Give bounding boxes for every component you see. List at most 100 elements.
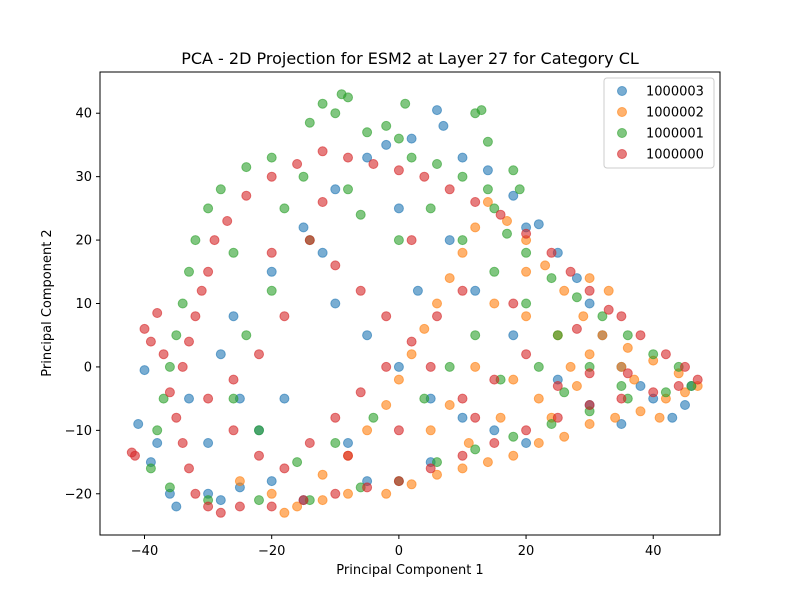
y-axis-ticks: −20 −10 0 10 20 30 40 bbox=[65, 107, 100, 502]
data-point bbox=[241, 330, 252, 341]
data-point bbox=[164, 387, 175, 398]
data-point bbox=[228, 311, 239, 322]
data-point bbox=[463, 438, 474, 448]
data-point bbox=[130, 450, 140, 461]
data-point bbox=[330, 488, 341, 499]
data-point bbox=[508, 431, 519, 442]
data-point bbox=[425, 425, 436, 436]
data-point bbox=[298, 495, 309, 506]
data-point bbox=[667, 412, 678, 423]
data-point bbox=[304, 438, 315, 448]
data-point bbox=[412, 285, 423, 296]
data-point bbox=[622, 330, 633, 341]
data-point bbox=[508, 374, 519, 385]
data-point bbox=[616, 311, 627, 322]
data-point bbox=[254, 450, 264, 461]
data-point bbox=[444, 235, 455, 246]
data-point bbox=[152, 308, 163, 318]
data-point bbox=[521, 311, 532, 322]
data-point bbox=[559, 285, 570, 296]
points-layer bbox=[126, 89, 703, 518]
data-point bbox=[343, 488, 353, 499]
data-point bbox=[571, 323, 582, 334]
data-point bbox=[196, 285, 207, 296]
data-point bbox=[508, 190, 519, 201]
data-point bbox=[393, 476, 404, 487]
data-point bbox=[470, 444, 481, 455]
data-point bbox=[546, 273, 557, 284]
data-point bbox=[610, 412, 621, 423]
data-point bbox=[304, 117, 315, 128]
data-point bbox=[521, 425, 532, 436]
data-point bbox=[425, 463, 436, 474]
data-point bbox=[584, 298, 595, 309]
data-point bbox=[317, 495, 328, 506]
data-point bbox=[533, 219, 544, 230]
data-point bbox=[508, 450, 519, 461]
data-point bbox=[292, 457, 303, 468]
data-point bbox=[266, 152, 277, 163]
data-point bbox=[228, 393, 239, 404]
data-point bbox=[444, 361, 455, 372]
data-point bbox=[502, 216, 512, 226]
data-point bbox=[266, 501, 277, 512]
data-point bbox=[457, 247, 468, 258]
data-point bbox=[368, 412, 379, 423]
data-point bbox=[419, 393, 430, 404]
data-point bbox=[425, 361, 436, 372]
data-point bbox=[597, 311, 608, 322]
data-point bbox=[393, 425, 404, 436]
data-point bbox=[406, 336, 417, 347]
data-point bbox=[139, 323, 150, 334]
data-point bbox=[635, 406, 646, 417]
data-point bbox=[184, 336, 194, 347]
data-point bbox=[406, 235, 417, 246]
data-point bbox=[489, 266, 500, 277]
data-point bbox=[616, 393, 627, 404]
series-3 bbox=[126, 146, 703, 518]
data-point bbox=[546, 247, 557, 258]
data-point bbox=[266, 171, 277, 182]
data-point bbox=[266, 266, 277, 277]
data-point bbox=[266, 488, 277, 499]
data-point bbox=[215, 495, 226, 506]
data-point bbox=[228, 425, 239, 436]
data-point bbox=[425, 203, 436, 214]
data-point bbox=[476, 105, 487, 116]
data-point bbox=[603, 285, 614, 296]
data-point bbox=[648, 387, 659, 398]
legend-marker bbox=[617, 149, 627, 159]
data-point bbox=[279, 203, 290, 214]
data-point bbox=[489, 425, 500, 436]
series-1 bbox=[234, 197, 703, 518]
data-point bbox=[343, 184, 353, 195]
data-point bbox=[177, 361, 188, 372]
data-point bbox=[381, 311, 392, 322]
data-point bbox=[521, 228, 532, 239]
data-point bbox=[482, 136, 493, 147]
data-point bbox=[381, 139, 392, 150]
data-point bbox=[470, 197, 481, 207]
data-point bbox=[673, 381, 684, 391]
data-point bbox=[432, 298, 442, 309]
data-point bbox=[209, 235, 220, 246]
data-point bbox=[432, 457, 442, 468]
data-point bbox=[292, 159, 303, 169]
data-point bbox=[330, 438, 341, 448]
data-point bbox=[234, 476, 245, 487]
data-point bbox=[622, 368, 633, 379]
data-point bbox=[393, 203, 404, 214]
data-point bbox=[489, 203, 500, 214]
data-point bbox=[343, 152, 353, 163]
data-point bbox=[660, 387, 671, 398]
legend: 1000003 1000002 1000001 1000000 bbox=[603, 77, 715, 169]
data-point bbox=[508, 165, 519, 176]
y-tick-label: 10 bbox=[75, 297, 92, 312]
y-tick-label: 20 bbox=[75, 234, 92, 249]
legend-label: 1000002 bbox=[646, 106, 704, 121]
data-point bbox=[355, 209, 366, 220]
data-point bbox=[616, 361, 627, 372]
data-point bbox=[393, 361, 404, 372]
data-point bbox=[578, 311, 589, 322]
